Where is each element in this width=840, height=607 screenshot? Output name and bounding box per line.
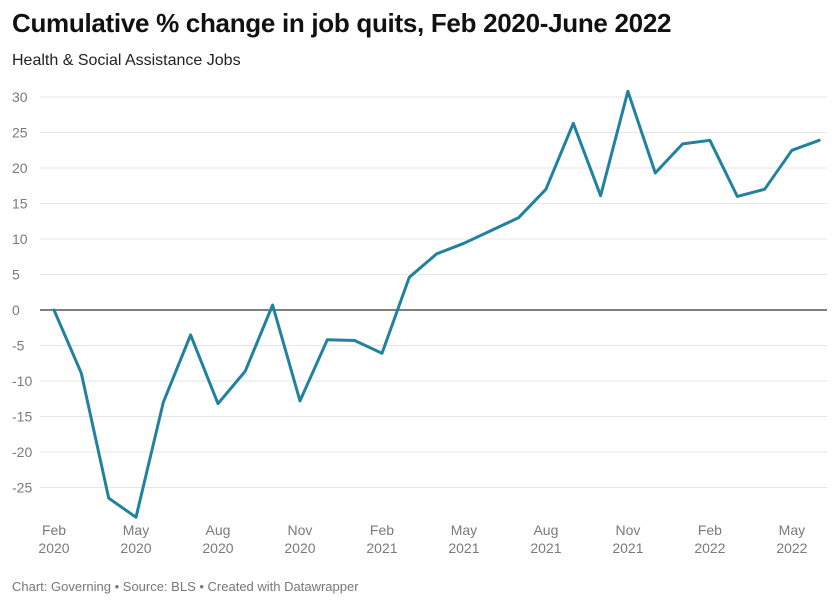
x-tick-year: 2021	[612, 540, 643, 556]
data-point	[681, 142, 684, 146]
x-tick-year: 2021	[530, 540, 561, 556]
y-tick-label: 30	[12, 89, 28, 105]
y-tick-label: -5	[12, 338, 25, 354]
x-tick-month: Feb	[42, 522, 66, 538]
data-point	[52, 308, 56, 312]
data-point	[435, 252, 438, 256]
x-tick-year: 2021	[366, 540, 397, 556]
data-point	[408, 276, 411, 279]
x-tick-year: 2020	[202, 540, 233, 556]
x-tick-year: 2022	[694, 540, 725, 556]
x-tick-year: 2022	[776, 540, 807, 556]
data-point	[189, 333, 192, 337]
x-tick-month: Nov	[615, 522, 640, 538]
x-tick-month: May	[451, 522, 477, 538]
chart-title: Cumulative % change in job quits, Feb 20…	[12, 8, 672, 38]
data-point	[244, 369, 247, 373]
x-tick-month: Feb	[698, 522, 722, 538]
y-tick-label: -10	[12, 373, 32, 389]
data-point	[134, 516, 138, 519]
chart-subtitle: Health & Social Assistance Jobs	[12, 52, 241, 69]
x-tick-year: 2020	[284, 540, 315, 556]
data-point	[736, 195, 739, 198]
data-point	[380, 352, 384, 355]
data-point	[353, 339, 356, 342]
x-axis-labels: Feb 2020 May 2020 Aug 2020 Nov 2020 Feb 2021 May 20…	[38, 522, 807, 556]
y-tick-label: 20	[12, 160, 28, 176]
x-tick-year: 2020	[120, 540, 151, 556]
data-point	[107, 496, 110, 500]
data-point	[517, 216, 520, 219]
y-tick-label: -25	[12, 480, 32, 496]
data-point	[216, 402, 220, 405]
data-point	[572, 122, 575, 125]
y-tick-label: 10	[12, 231, 28, 247]
data-point	[544, 188, 548, 191]
data-point	[763, 188, 766, 191]
data-point	[80, 372, 83, 375]
x-tick-year: 2020	[38, 540, 69, 556]
x-tick-month: Nov	[288, 522, 313, 538]
x-tick-year: 2021	[448, 540, 479, 556]
series-layer	[52, 89, 821, 519]
data-point	[326, 338, 329, 341]
y-tick-label: 0	[12, 302, 20, 318]
y-tick-label: 25	[12, 125, 28, 141]
x-tick-month: May	[123, 522, 149, 538]
data-point	[490, 229, 493, 232]
y-tick-label: 5	[12, 267, 20, 283]
data-point	[626, 90, 630, 93]
data-point	[462, 242, 466, 245]
chart-footer: Chart: Governing • Source: BLS • Created…	[12, 579, 359, 594]
data-point	[790, 149, 794, 152]
y-axis-labels: 30 25 20 15 10 5 0 -5 -10 -15 -20 -25	[12, 89, 32, 496]
data-point	[654, 171, 657, 175]
y-tick-label: -15	[12, 409, 32, 425]
data-point	[298, 399, 302, 403]
x-tick-month: May	[779, 522, 805, 538]
series-line	[52, 89, 821, 519]
data-point	[599, 194, 602, 197]
data-point	[708, 139, 712, 142]
x-tick-month: Aug	[206, 522, 231, 538]
x-tick-month: Feb	[370, 522, 394, 538]
y-tick-label: -20	[12, 444, 32, 460]
y-tick-label: 15	[12, 196, 28, 212]
data-point	[271, 303, 274, 307]
data-point	[818, 139, 821, 142]
data-point	[162, 401, 165, 404]
x-tick-month: Aug	[533, 522, 558, 538]
